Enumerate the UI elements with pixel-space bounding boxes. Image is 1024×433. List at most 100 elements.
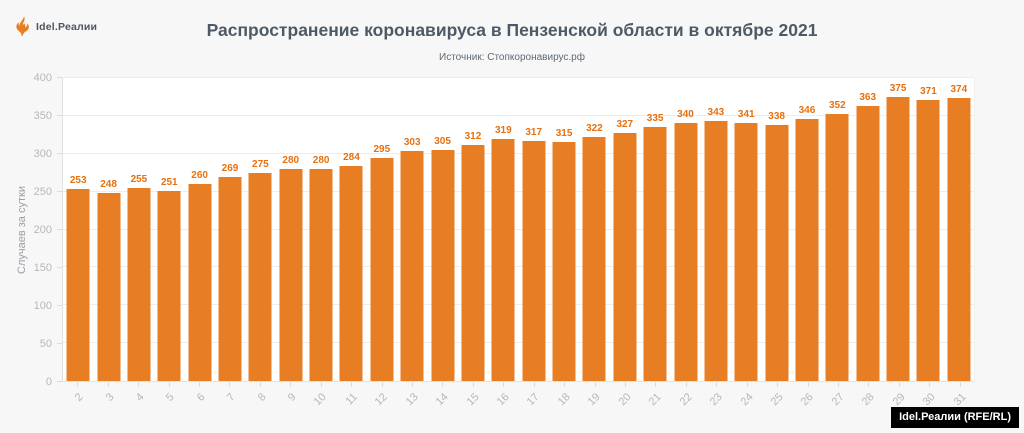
bar-slot-day-31: 374 [947,84,971,381]
x-tick-label: 31 [951,391,969,409]
x-tick-label: 7 [225,391,238,404]
x-tick-mark [351,382,353,387]
x-tick-mark [685,382,687,387]
bar-value-label: 275 [252,158,269,170]
bar-slot-day-22: 340 [674,109,698,381]
x-tick-mark [503,382,505,387]
x-tick-label: 14 [433,391,451,409]
bar-slot-day-27: 352 [825,100,849,381]
chart-subtitle: Источник: Стопкоронавирус.рф [439,52,585,63]
y-axis: 0 50 100 150 200 250 300 350 400 [0,72,62,388]
bar-day-16 [491,139,515,381]
bar-day-15 [461,144,485,381]
x-tick-mark [320,382,322,387]
bar-slot-day-11: 284 [339,152,363,381]
bar-slot-day-20: 327 [613,119,637,381]
bar-value-label: 375 [889,82,907,94]
bar-value-label: 280 [282,154,300,166]
bar-slot-day-13: 303 [400,137,424,381]
y-tick-label: 100 [33,300,52,312]
x-tick-mark [259,382,261,387]
logo: Idel.Реалии [16,16,97,38]
bar-day-10 [309,168,333,381]
x-tick-label: 16 [494,391,512,409]
x-tick-label: 20 [616,391,634,409]
bar-slot-day-7: 269 [218,163,242,381]
bar-value-label: 346 [798,104,816,116]
x-tick-mark [655,382,657,387]
x-tick-label: 30 [920,391,938,409]
x-tick-label: 2 [72,391,86,404]
bar-value-label: 341 [737,108,755,120]
x-tick-label: 4 [133,391,147,404]
x-tick-mark [290,382,292,387]
bar-day-17 [522,140,546,381]
bar-value-label: 312 [464,130,482,142]
x-tick-mark [107,382,109,387]
x-tick-mark [472,382,474,387]
x-tick-mark [594,382,596,387]
y-tick-mark [57,267,62,268]
bar-slot-day-4: 255 [127,174,151,381]
x-tick-label: 6 [194,391,208,404]
bar-day-27 [825,114,849,381]
x-tick-label: 21 [646,391,664,409]
bar-value-label: 317 [525,126,543,138]
bar-day-21 [643,127,667,381]
y-tick-label: 250 [33,186,52,198]
bar-slot-day-26: 346 [795,105,819,381]
x-tick-label: 8 [255,391,269,404]
bar-day-7 [218,177,242,381]
y-tick-label: 50 [39,338,52,350]
x-tick-label: 25 [768,391,786,409]
bar-day-4 [127,187,151,381]
y-tick-label: 0 [45,376,52,388]
x-tick-mark [625,382,627,387]
bar-slot-day-5: 251 [157,177,181,381]
bar-day-20 [613,133,637,381]
x-tick-label: 19 [585,391,604,409]
y-tick-mark [57,229,62,230]
x-tick-mark [746,382,748,387]
watermark: Idel.Реалии (RFE/RL) [891,406,1019,428]
x-tick-label: 26 [798,391,817,409]
bar-slot-day-25: 338 [765,111,789,381]
bar-value-label: 295 [373,143,391,155]
bar-slot-day-16: 319 [491,125,515,381]
x-tick-mark [138,382,140,387]
x-tick-mark [959,382,961,387]
bar-day-13 [400,151,424,381]
bar-value-label: 248 [100,179,117,191]
bar-value-label: 284 [343,151,360,163]
gridline [63,77,974,78]
bar-slot-day-15: 312 [461,131,485,381]
x-tick-label: 29 [890,391,908,409]
y-tick-mark [57,115,62,116]
y-tick-mark [57,343,62,344]
bar-value-label: 253 [69,175,87,187]
bar-value-label: 319 [494,125,512,137]
plot-area: 253 248 255 251 260 269 275 280 280 284 295 303 305 3… [62,77,975,382]
x-tick-mark [807,382,809,387]
bar-value-label: 335 [646,113,664,125]
x-tick-mark [838,382,840,387]
x-tick-mark [929,382,931,387]
bar-slot-day-19: 322 [582,123,606,381]
x-tick-label: 5 [164,391,178,404]
bar-day-5 [157,190,181,381]
bar-day-8 [248,172,272,381]
gridline [63,190,974,192]
bar-day-25 [765,124,789,381]
bar-value-label: 338 [768,110,785,122]
x-tick-label: 18 [555,391,573,409]
bar-value-label: 303 [403,137,421,149]
logo-text: Idel.Реалии [36,21,98,33]
bar-day-31 [947,97,971,381]
bar-day-30 [916,99,940,381]
gridline [63,304,974,306]
bar-day-18 [552,142,576,381]
x-tick-mark [442,382,444,387]
chart-title: Распространение коронавируса в Пензенско… [206,20,818,40]
x-tick-label: 22 [677,391,695,409]
bar-day-26 [795,118,819,381]
